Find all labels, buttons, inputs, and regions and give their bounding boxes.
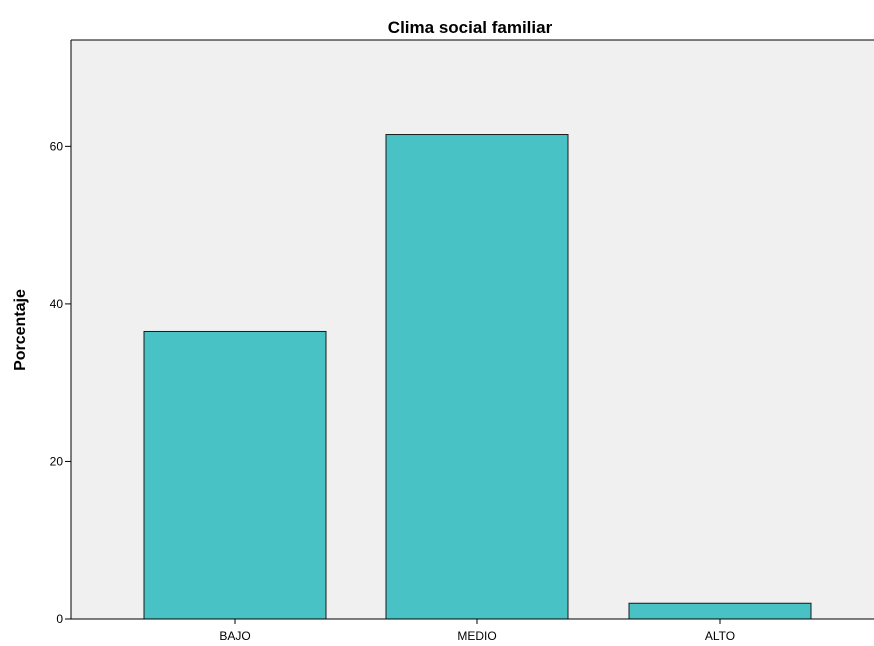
x-tick-label: ALTO xyxy=(705,629,735,643)
bar-alto xyxy=(628,602,812,620)
y-axis-ticks: 0 20 40 60 xyxy=(50,139,71,626)
bar-medio xyxy=(385,134,569,620)
y-tick-label: 0 xyxy=(56,612,63,626)
y-tick-label: 60 xyxy=(50,139,64,153)
x-tick-label: MEDIO xyxy=(457,629,496,643)
chart-title: Clima social familiar xyxy=(388,18,553,37)
bars-group xyxy=(143,134,812,620)
bar-bajo xyxy=(143,330,327,620)
y-tick-label: 20 xyxy=(50,454,64,468)
x-tick-label: BAJO xyxy=(219,629,250,643)
x-axis-ticks: BAJO MEDIO ALTO xyxy=(219,619,735,643)
y-tick-label: 40 xyxy=(50,297,64,311)
y-axis-label: Porcentaje xyxy=(12,289,29,371)
